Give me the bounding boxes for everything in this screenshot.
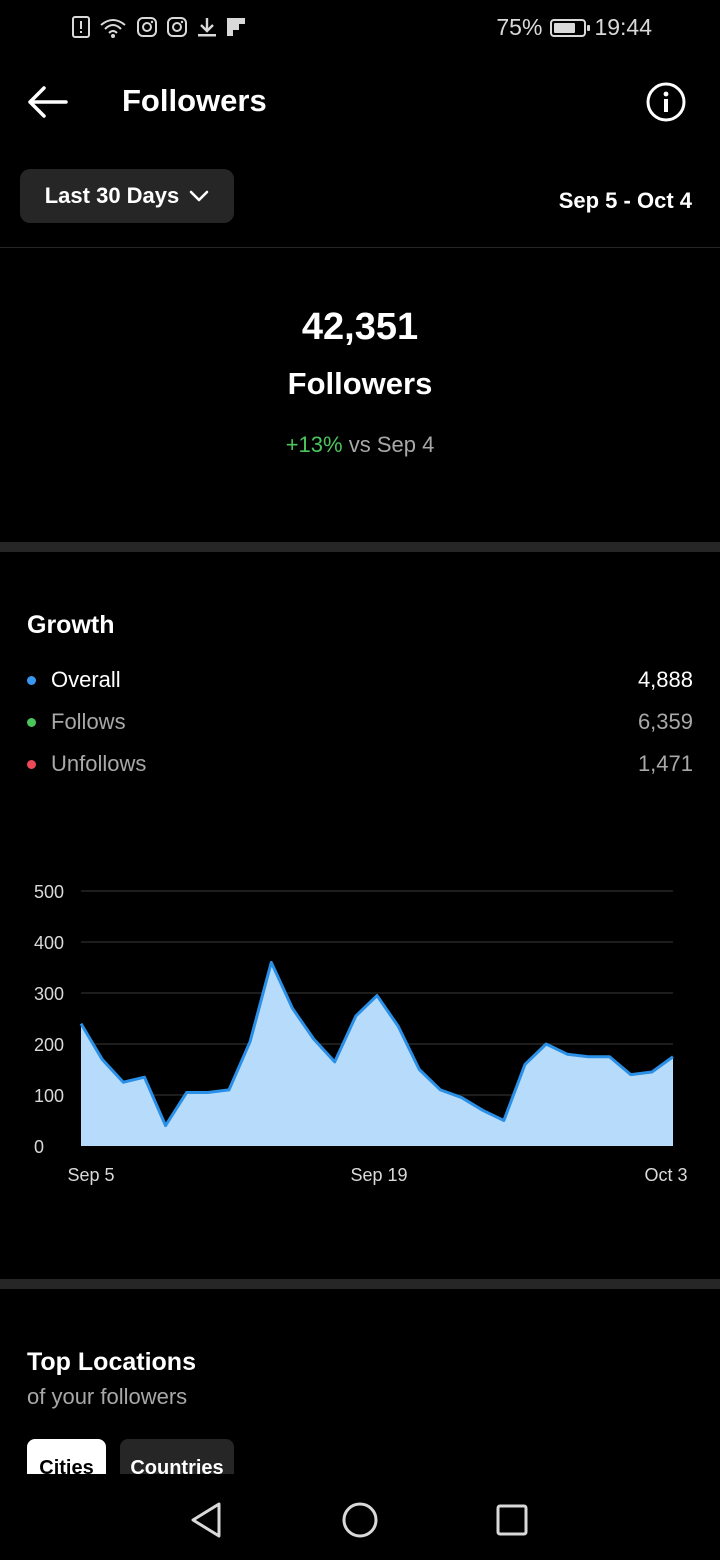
legend-value: 6,359 (637, 709, 693, 734)
circle-home-icon (342, 1502, 378, 1538)
app-header: Followers (0, 66, 720, 138)
top-locations-subtitle: of your followers (27, 1384, 188, 1409)
legend-unfollows: Unfollows 1,471 (27, 748, 693, 780)
follower-count-label: Followers (287, 366, 433, 401)
page-title: Followers (122, 83, 267, 118)
flipboard-icon (226, 17, 246, 37)
instagram-icon (136, 16, 158, 38)
legend-label: Overall (51, 667, 121, 692)
wifi-icon (98, 16, 128, 38)
nav-home-button[interactable] (338, 1498, 382, 1542)
chevron-down-icon (189, 190, 209, 202)
y-tick-label: 300 (34, 984, 64, 1004)
info-icon (646, 82, 686, 122)
alert-icon (72, 16, 90, 38)
change-percent: +13% (285, 432, 343, 457)
change-compare: vs Sep 4 (348, 432, 435, 457)
divider (0, 247, 720, 248)
follower-count: 42,351 (301, 306, 419, 348)
growth-title: Growth (27, 611, 115, 639)
growth-chart: 500 400 300 200 100 0 Sep 5 Sep 19 Oct 3 (34, 882, 688, 1185)
download-icon (196, 16, 218, 38)
nav-recents-button[interactable] (490, 1498, 534, 1542)
y-tick-label: 100 (34, 1086, 64, 1106)
series-line (79, 960, 674, 1128)
date-range-text: Sep 5 - Oct 4 (558, 188, 692, 213)
follows-dot (27, 718, 36, 727)
back-arrow-icon (28, 86, 68, 118)
x-tick-label: Sep 19 (350, 1165, 407, 1185)
x-tick-label: Sep 5 (67, 1165, 114, 1185)
status-bar: 75% 19:44 (0, 0, 720, 56)
nav-back-button[interactable] (184, 1498, 228, 1542)
y-tick-label: 500 (34, 882, 64, 902)
legend-label: Unfollows (51, 751, 147, 776)
top-locations-title: Top Locations (27, 1348, 196, 1376)
legend-value: 1,471 (637, 751, 693, 776)
date-range-dropdown[interactable]: Last 30 Days (20, 169, 234, 223)
triangle-back-icon (191, 1502, 221, 1538)
system-nav-bar (0, 1474, 720, 1560)
overall-dot (27, 676, 36, 685)
legend-label: Follows (51, 709, 126, 734)
notification-icons (72, 16, 246, 38)
battery-icon (550, 18, 591, 37)
legend-value: 4,888 (637, 667, 693, 692)
x-tick-label: Oct 3 (644, 1165, 687, 1185)
info-button[interactable] (644, 80, 688, 124)
y-tick-label: 200 (34, 1035, 64, 1055)
section-divider (0, 542, 720, 552)
back-button[interactable] (22, 80, 72, 124)
legend-overall: Overall 4,888 (27, 664, 693, 696)
y-tick-label: 400 (34, 933, 64, 953)
battery-percent: 75% (496, 14, 543, 40)
square-recents-icon (496, 1504, 528, 1536)
clock: 19:44 (594, 14, 652, 40)
follower-change: +13% vs Sep 4 (0, 432, 720, 458)
status-right: 75% 19:44 (496, 14, 652, 41)
instagram-icon (166, 16, 188, 38)
section-divider (0, 1279, 720, 1289)
date-range-dropdown-label: Last 30 Days (44, 183, 180, 208)
y-tick-label: 0 (34, 1137, 44, 1157)
legend-follows: Follows 6,359 (27, 706, 693, 738)
unfollows-dot (27, 760, 36, 769)
series-area (81, 962, 673, 1146)
